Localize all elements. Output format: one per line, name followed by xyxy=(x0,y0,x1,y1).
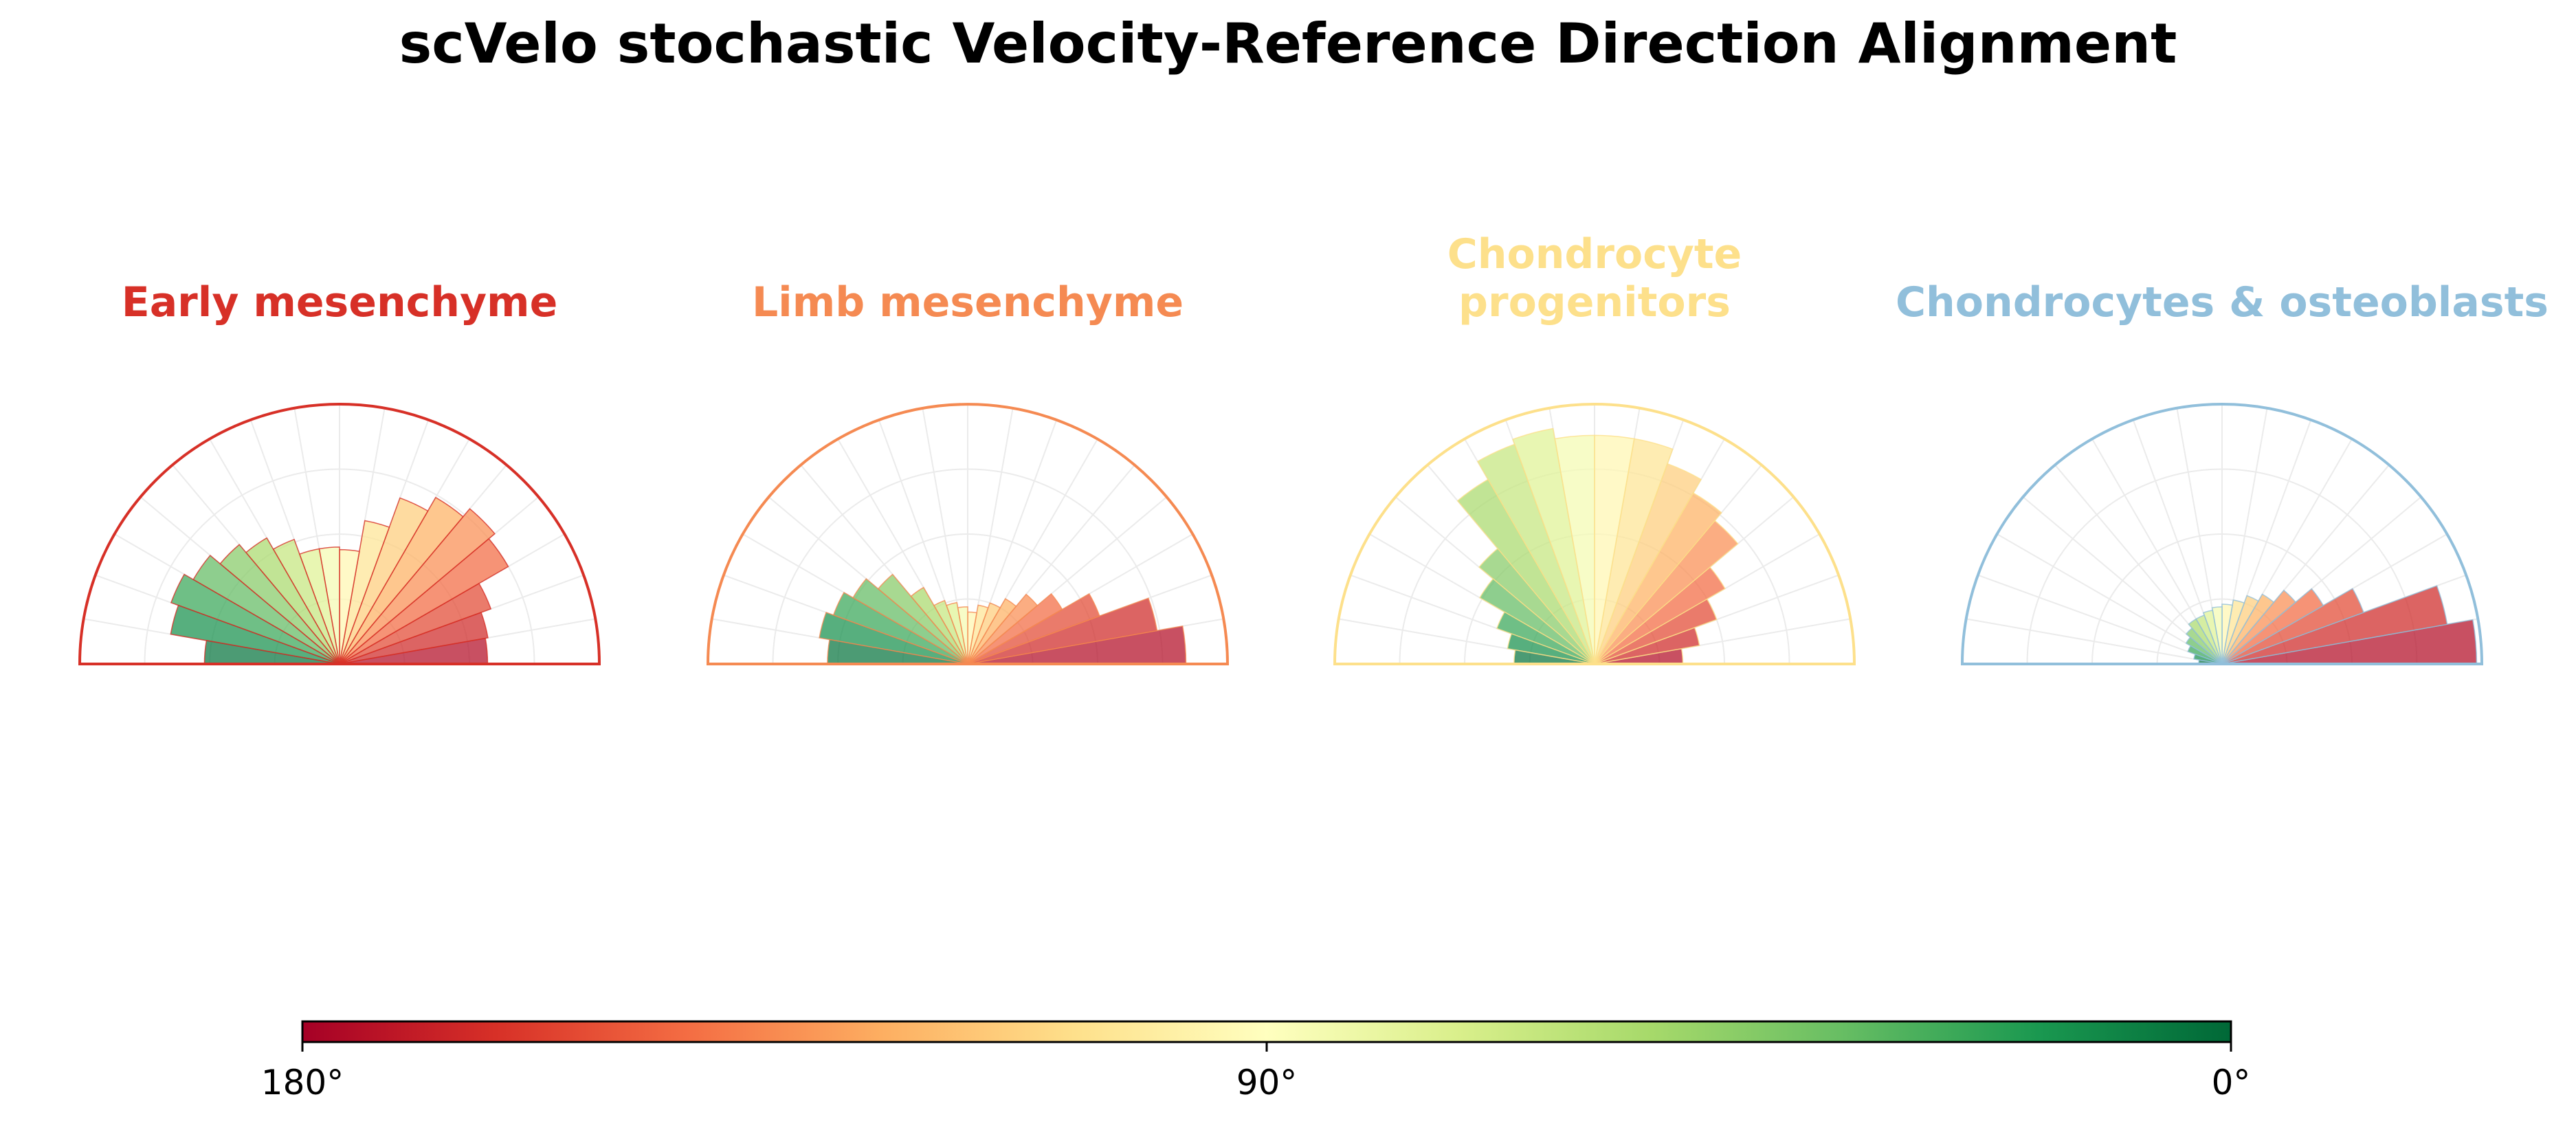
grid-ring xyxy=(144,468,535,665)
panel-frame xyxy=(1333,403,1856,665)
grid-ring xyxy=(772,468,1164,665)
colorbar: 180° 90° 0° xyxy=(261,1020,2251,1103)
polar-panel: Early mesenchyme xyxy=(78,278,601,665)
polar-panels: Early mesenchyme Limb mesenchyme Chondrocy… xyxy=(78,230,2549,665)
polar-bar xyxy=(2221,603,2233,665)
polar-bar xyxy=(2221,599,2245,665)
colorbar-gradient xyxy=(301,1020,2232,1043)
chart-title: scVelo stochastic Velocity-Reference Dir… xyxy=(399,12,2177,76)
polar-bar xyxy=(2221,593,2275,665)
panel-title: Limb mesenchyme xyxy=(752,278,1184,326)
polar-bar xyxy=(1507,633,1595,665)
polar-bar xyxy=(1456,478,1595,665)
polar-bar xyxy=(2221,588,2364,665)
polar-bar xyxy=(170,573,340,665)
polar-bar xyxy=(2221,585,2448,665)
polar-bar xyxy=(2221,595,2259,665)
polar-bar xyxy=(339,497,429,665)
polar-bar xyxy=(967,598,1017,665)
grid-ring xyxy=(2026,468,2418,665)
colorbar-tick-label-90: 90° xyxy=(1236,1063,1298,1103)
polar-bar xyxy=(1512,428,1595,665)
polar-bar xyxy=(967,592,1100,665)
panel-frame xyxy=(78,403,601,665)
polar-bar xyxy=(967,593,1039,665)
polar-bar xyxy=(1496,611,1595,665)
colorbar-tick-label-180: 180° xyxy=(261,1063,344,1103)
polar-panel: Chondrocytes & osteoblasts xyxy=(1896,278,2549,665)
polar-bar xyxy=(819,612,968,665)
polar-bar xyxy=(1476,443,1595,665)
panel-frame xyxy=(1960,403,2484,665)
polar-bar xyxy=(339,520,390,665)
panel-title: Chondrocyte progenitors xyxy=(1447,230,1742,326)
polar-bar xyxy=(2221,588,2324,665)
polar-bar xyxy=(2221,589,2297,665)
colorbar-tick-label-0: 0° xyxy=(2212,1063,2251,1103)
polar-bar xyxy=(967,602,1001,665)
polar-panel: Chondrocyte progenitors xyxy=(1333,230,1856,665)
polar-panel: Limb mesenchyme xyxy=(706,278,1230,665)
polar-bar xyxy=(2193,653,2223,665)
polar-bar xyxy=(2185,636,2223,665)
polar-bar xyxy=(1478,547,1595,665)
polar-bar xyxy=(1479,578,1595,665)
polar-bar xyxy=(967,592,1063,665)
polar-bar xyxy=(339,496,464,665)
panel-title: Early mesenchyme xyxy=(122,278,558,326)
panel-frame xyxy=(706,403,1230,665)
polar-bar xyxy=(2188,618,2223,665)
polar-bar xyxy=(967,604,989,665)
panel-title: Chondrocytes & osteoblasts xyxy=(1896,278,2549,326)
polar-bar xyxy=(2187,645,2223,665)
polar-bar xyxy=(339,508,496,665)
polar-bar xyxy=(967,597,1158,665)
polar-bar xyxy=(2185,627,2223,665)
polar-bar xyxy=(170,604,340,665)
